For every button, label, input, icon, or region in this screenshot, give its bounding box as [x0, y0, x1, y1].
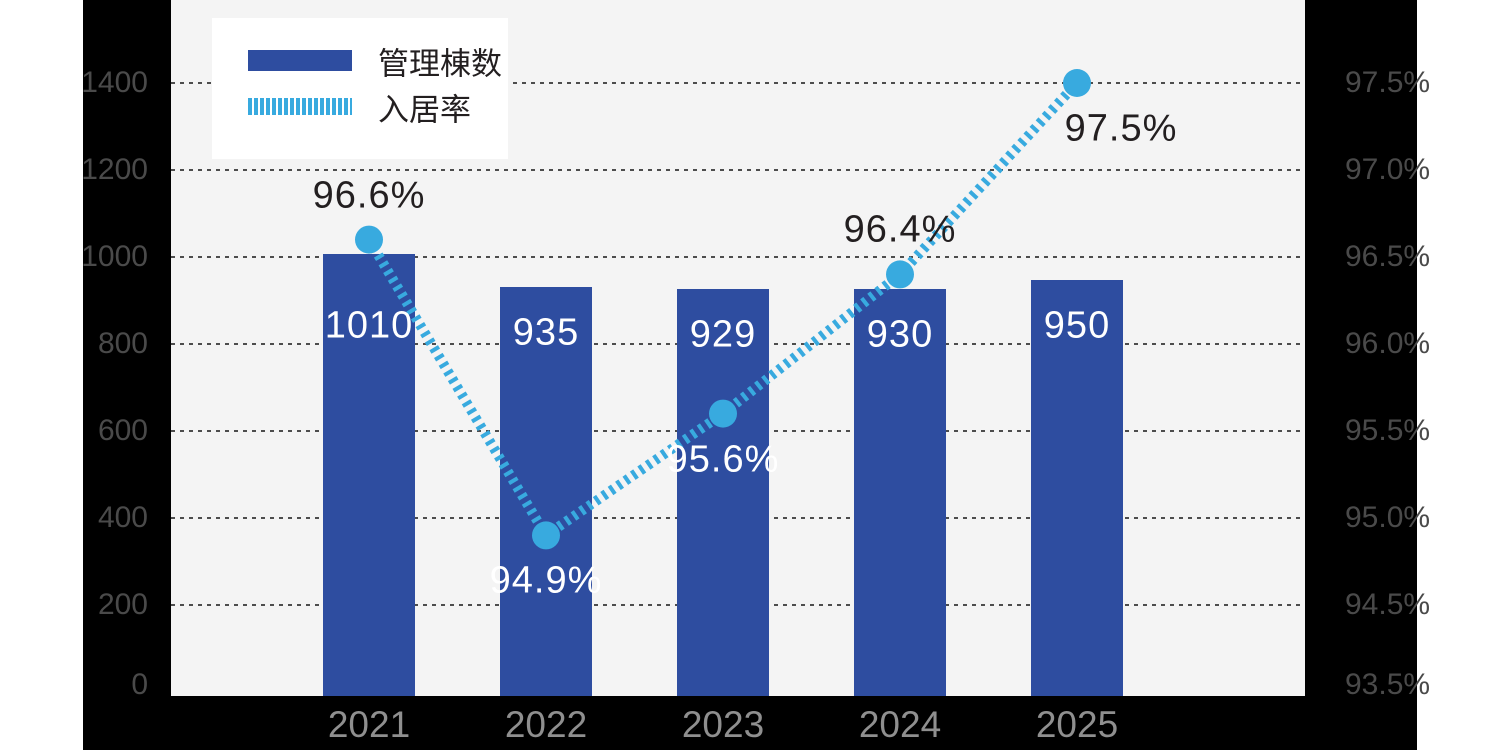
bar-value-label: 929: [689, 313, 757, 356]
occupancy-rate-value-label: 95.6%: [666, 438, 780, 481]
legend-dashed-line-swatch: [248, 98, 352, 115]
bar-value-label: 935: [512, 311, 580, 354]
gridline: [171, 256, 1305, 258]
occupancy-rate-value-label: 96.6%: [312, 174, 426, 217]
bar-value-label: 930: [866, 313, 934, 356]
bar-managed-buildings: [1031, 280, 1123, 696]
bar-managed-buildings: [854, 288, 946, 696]
x-axis-year-label: 2024: [858, 704, 942, 745]
right-axis-tick-label: 95.0%: [1345, 501, 1431, 534]
occupancy-rate-marker: [709, 399, 737, 428]
right-axis-tick-label: 95.5%: [1345, 414, 1431, 447]
right-axis-tick-label: 96.5%: [1345, 240, 1431, 273]
right-axis-tick-label: 93.5%: [1345, 668, 1431, 701]
occupancy-rate-marker: [532, 521, 560, 550]
occupancy-rate-marker: [886, 260, 914, 289]
left-axis-tick-label: 400: [97, 501, 148, 534]
x-axis-year-label: 2021: [327, 704, 411, 745]
left-axis-tick-label: 0: [131, 668, 148, 701]
occupancy-rate-value-label: 97.5%: [1064, 107, 1178, 150]
legend-bar-swatch: [248, 50, 352, 71]
right-axis-tick-label: 96.0%: [1345, 327, 1431, 360]
x-axis-year-label: 2025: [1035, 704, 1119, 745]
legend-label-managed-buildings: 管理棟数: [378, 46, 502, 82]
bar-value-label: 1010: [324, 304, 414, 347]
occupancy-rate-value-label: 94.9%: [489, 559, 603, 602]
legend-label-occupancy-rate: 入居率: [378, 92, 471, 128]
gridline: [171, 169, 1305, 171]
occupancy-rate-marker: [355, 225, 383, 254]
gridline: [171, 82, 1305, 84]
bar-managed-buildings: [323, 253, 415, 696]
left-axis-tick-label: 1400: [81, 66, 148, 99]
x-axis-year-label: 2022: [504, 704, 588, 745]
occupancy-rate-value-label: 96.4%: [843, 208, 957, 251]
plot-area: 1010 935 929 930 950 96.6% 94.9% 95.6% 96.4% 97.5…: [171, 0, 1305, 696]
left-axis-tick-label: 1200: [81, 153, 148, 186]
occupancy-rate-marker: [1063, 69, 1091, 97]
left-axis-tick-label: 600: [97, 414, 148, 447]
x-axis-year-label: 2023: [681, 704, 765, 745]
left-axis-tick-label: 800: [97, 327, 148, 360]
occupancy-line-layer: [355, 69, 1091, 550]
legend: 管理棟数 入居率: [212, 18, 508, 159]
bar-managed-buildings: [677, 289, 769, 696]
left-axis-tick-label: 1000: [81, 240, 148, 273]
right-axis-tick-label: 97.0%: [1345, 153, 1431, 186]
bar-value-label: 950: [1043, 304, 1111, 347]
right-axis-tick-label: 97.5%: [1345, 66, 1431, 99]
right-axis-tick-label: 94.5%: [1345, 588, 1431, 621]
left-axis-tick-label: 200: [97, 588, 148, 621]
